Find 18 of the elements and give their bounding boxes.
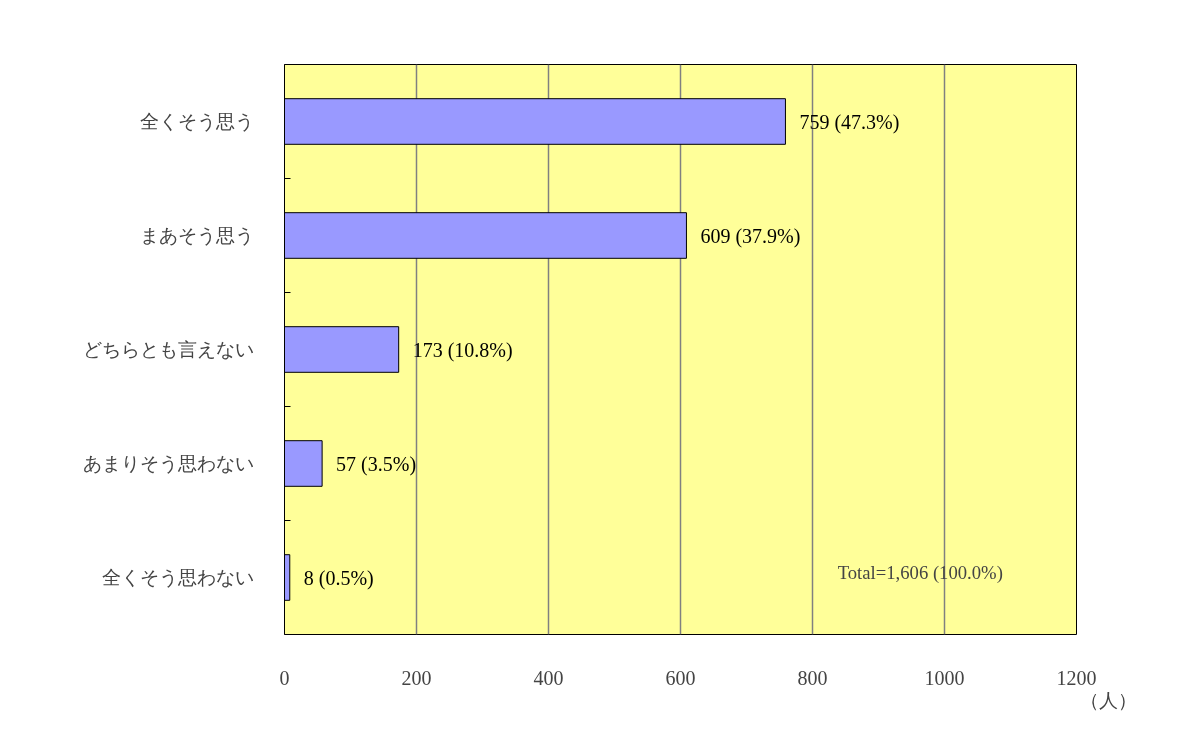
y-tick-label: 全くそう思わない [101,567,254,588]
x-tick-label: 1200 [1056,666,1097,689]
x-tick-label: 400 [533,666,564,689]
y-tick-label: 全くそう思う [139,111,254,132]
y-tick-label: あまりそう思わない [82,453,254,474]
y-tick-label: まあそう思う [139,225,254,246]
x-tick-label: 0 [279,666,290,689]
x-axis-title: （人） [1079,689,1137,711]
x-tick-label: 800 [797,666,828,689]
x-tick-label: 600 [665,666,696,689]
data-label: 173 (10.8%) [412,338,513,362]
data-label: 609 (37.9%) [700,224,801,248]
x-tick-label: 1000 [924,666,965,689]
data-label: 759 (47.3%) [799,110,900,134]
data-label: 57 (3.5%) [336,452,417,476]
y-tick-label: どちらとも言えない [82,339,254,360]
data-label: 8 (0.5%) [303,566,374,590]
x-tick-label: 200 [401,666,432,689]
